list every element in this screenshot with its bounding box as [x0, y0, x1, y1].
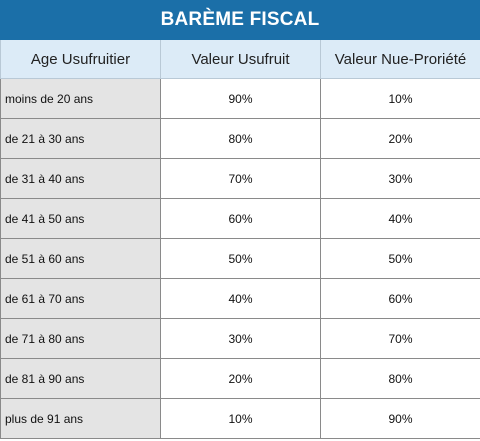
cell-nue-propriete: 80%: [320, 358, 480, 399]
cell-nue-propriete: 70%: [320, 318, 480, 359]
cell-usufruit: 40%: [160, 278, 321, 319]
bareme-grid: Age Usufruitier Valeur Usufruit Valeur N…: [0, 40, 480, 439]
table-row: moins de 20 ans 90% 10%: [0, 78, 480, 119]
cell-age: de 31 à 40 ans: [0, 158, 161, 199]
cell-nue-propriete: 50%: [320, 238, 480, 279]
cell-usufruit: 80%: [160, 118, 321, 159]
cell-nue-propriete: 20%: [320, 118, 480, 159]
cell-nue-propriete: 40%: [320, 198, 480, 239]
cell-age: de 51 à 60 ans: [0, 238, 161, 279]
cell-nue-propriete: 90%: [320, 398, 480, 439]
cell-age: de 81 à 90 ans: [0, 358, 161, 399]
cell-usufruit: 20%: [160, 358, 321, 399]
table-body: moins de 20 ans 90% 10% de 21 à 30 ans 8…: [0, 78, 480, 439]
table-title: BARÈME FISCAL: [0, 0, 480, 40]
table-row: de 81 à 90 ans 20% 80%: [0, 358, 480, 399]
cell-age: moins de 20 ans: [0, 78, 161, 119]
cell-age: de 41 à 50 ans: [0, 198, 161, 239]
header-valeur-usufruit: Valeur Usufruit: [160, 40, 321, 79]
cell-nue-propriete: 60%: [320, 278, 480, 319]
table-row: de 31 à 40 ans 70% 30%: [0, 158, 480, 199]
table-row: de 51 à 60 ans 50% 50%: [0, 238, 480, 279]
cell-usufruit: 90%: [160, 78, 321, 119]
header-valeur-nue-propriete: Valeur Nue-Proriété: [320, 40, 480, 79]
cell-age: de 21 à 30 ans: [0, 118, 161, 159]
cell-age: de 71 à 80 ans: [0, 318, 161, 359]
header-age-usufruitier: Age Usufruitier: [0, 40, 161, 79]
cell-nue-propriete: 10%: [320, 78, 480, 119]
cell-age: plus de 91 ans: [0, 398, 161, 439]
cell-nue-propriete: 30%: [320, 158, 480, 199]
cell-usufruit: 70%: [160, 158, 321, 199]
table-row: de 61 à 70 ans 40% 60%: [0, 278, 480, 319]
table-row: de 71 à 80 ans 30% 70%: [0, 318, 480, 359]
cell-usufruit: 50%: [160, 238, 321, 279]
table-row: plus de 91 ans 10% 90%: [0, 398, 480, 439]
cell-usufruit: 10%: [160, 398, 321, 439]
table-row: de 21 à 30 ans 80% 20%: [0, 118, 480, 159]
cell-usufruit: 60%: [160, 198, 321, 239]
table-header: Age Usufruitier Valeur Usufruit Valeur N…: [0, 40, 480, 79]
table-row: de 41 à 50 ans 60% 40%: [0, 198, 480, 239]
cell-usufruit: 30%: [160, 318, 321, 359]
cell-age: de 61 à 70 ans: [0, 278, 161, 319]
header-row: Age Usufruitier Valeur Usufruit Valeur N…: [0, 40, 480, 79]
